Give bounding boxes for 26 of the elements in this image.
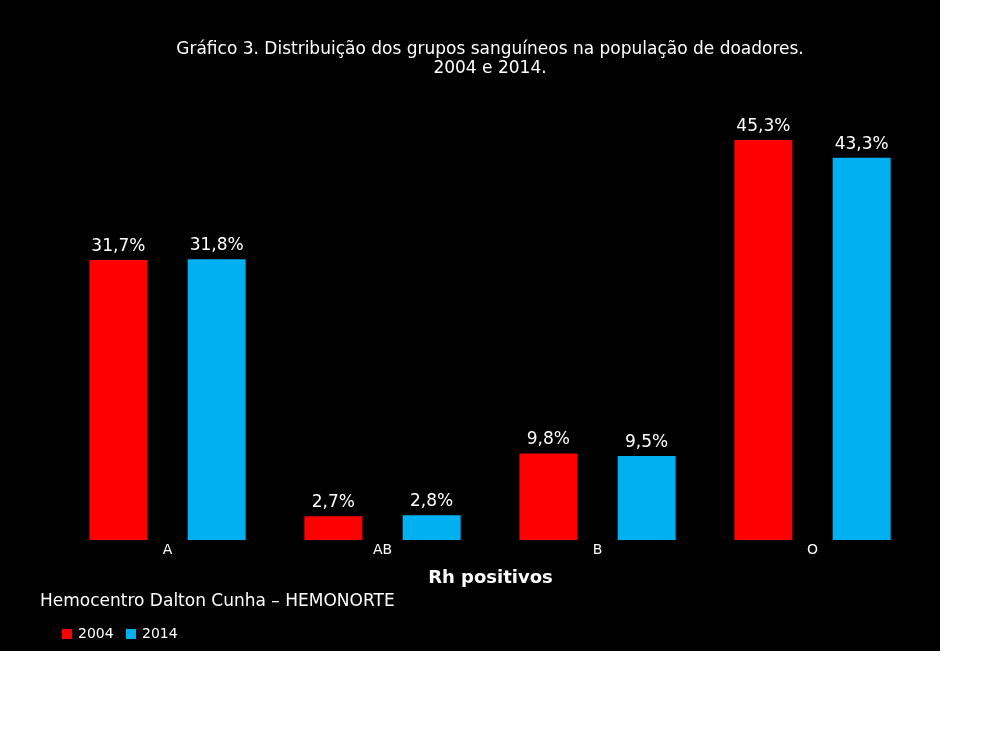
data-label: 31,8% bbox=[189, 234, 244, 255]
data-label: 43,3% bbox=[834, 132, 889, 153]
legend-label: 2004 bbox=[78, 625, 114, 641]
text: 2004 e 2014. bbox=[433, 57, 547, 77]
legend-label: 2014 bbox=[142, 625, 178, 641]
bar bbox=[734, 140, 793, 540]
data-label: 2,7% bbox=[311, 491, 355, 512]
data-label: 45,3% bbox=[736, 115, 791, 135]
x-tick-label: B bbox=[592, 540, 603, 557]
x-tick-label: O bbox=[806, 540, 819, 557]
bar bbox=[519, 453, 578, 540]
bar bbox=[402, 515, 461, 540]
bar bbox=[617, 456, 676, 540]
x-tick-label: AB bbox=[372, 540, 393, 557]
x-axis-title: Rh positivos bbox=[428, 565, 553, 587]
bar bbox=[89, 260, 148, 540]
bar bbox=[832, 157, 891, 540]
data-label: 9,5% bbox=[625, 431, 669, 452]
bar bbox=[304, 516, 363, 540]
text: Gráfico 3. Distribuição dos grupos sanguíneos na população de doadores. bbox=[176, 38, 804, 58]
data-label: 31,7% bbox=[91, 235, 146, 256]
data-label: 2,8% bbox=[410, 490, 454, 511]
data-label: 9,8% bbox=[526, 428, 570, 449]
bar bbox=[187, 259, 246, 540]
text: Hemocentro Dalton Cunha – HEMONORTE bbox=[40, 590, 395, 610]
x-tick-label: A bbox=[162, 540, 173, 557]
